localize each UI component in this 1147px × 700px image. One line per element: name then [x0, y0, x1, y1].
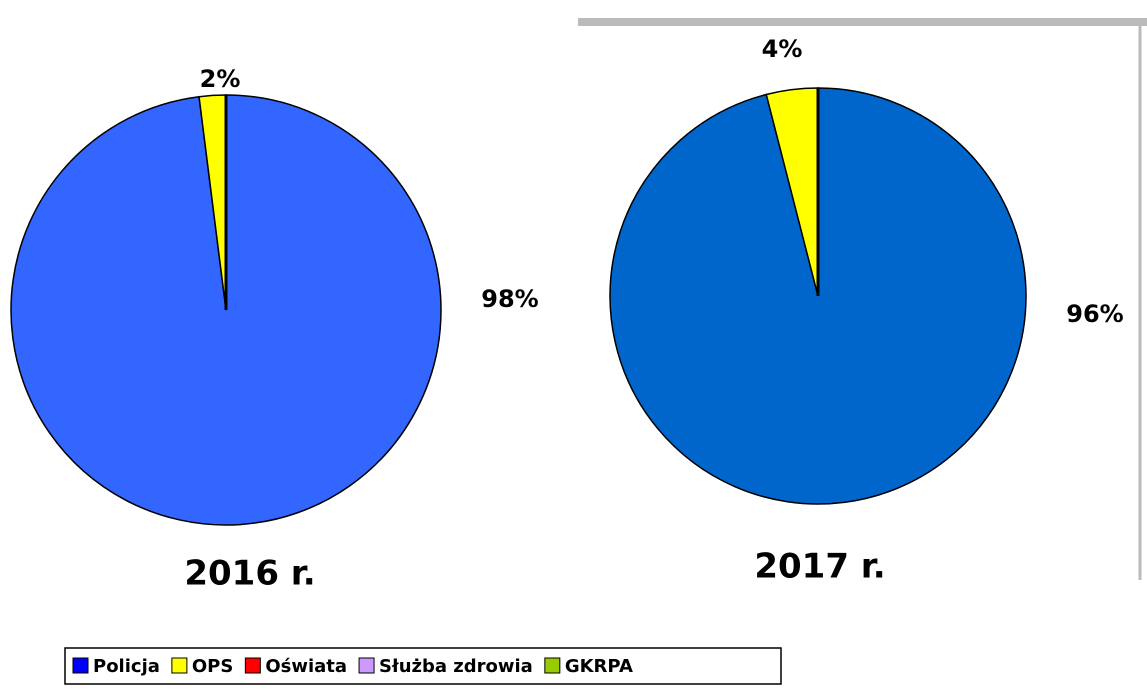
legend-label: Policja	[93, 656, 160, 677]
legend-label: GKRPA	[565, 656, 633, 677]
legend-swatch	[544, 657, 561, 674]
data-label: 2%	[200, 65, 241, 93]
data-label: 96%	[1066, 300, 1123, 328]
data-label: 98%	[481, 285, 538, 313]
chart-title: 2017 r.	[754, 547, 885, 587]
legend-label: Służba zdrowia	[379, 656, 533, 677]
legend-label: Oświata	[265, 656, 347, 677]
chart-title: 2016 r.	[184, 554, 315, 594]
legend-swatch	[72, 657, 89, 674]
legend-swatch	[358, 657, 375, 674]
legend-swatch	[244, 657, 261, 674]
legend-label: OPS	[192, 656, 233, 677]
legend-swatch	[171, 657, 188, 674]
data-label: 4%	[762, 35, 803, 63]
